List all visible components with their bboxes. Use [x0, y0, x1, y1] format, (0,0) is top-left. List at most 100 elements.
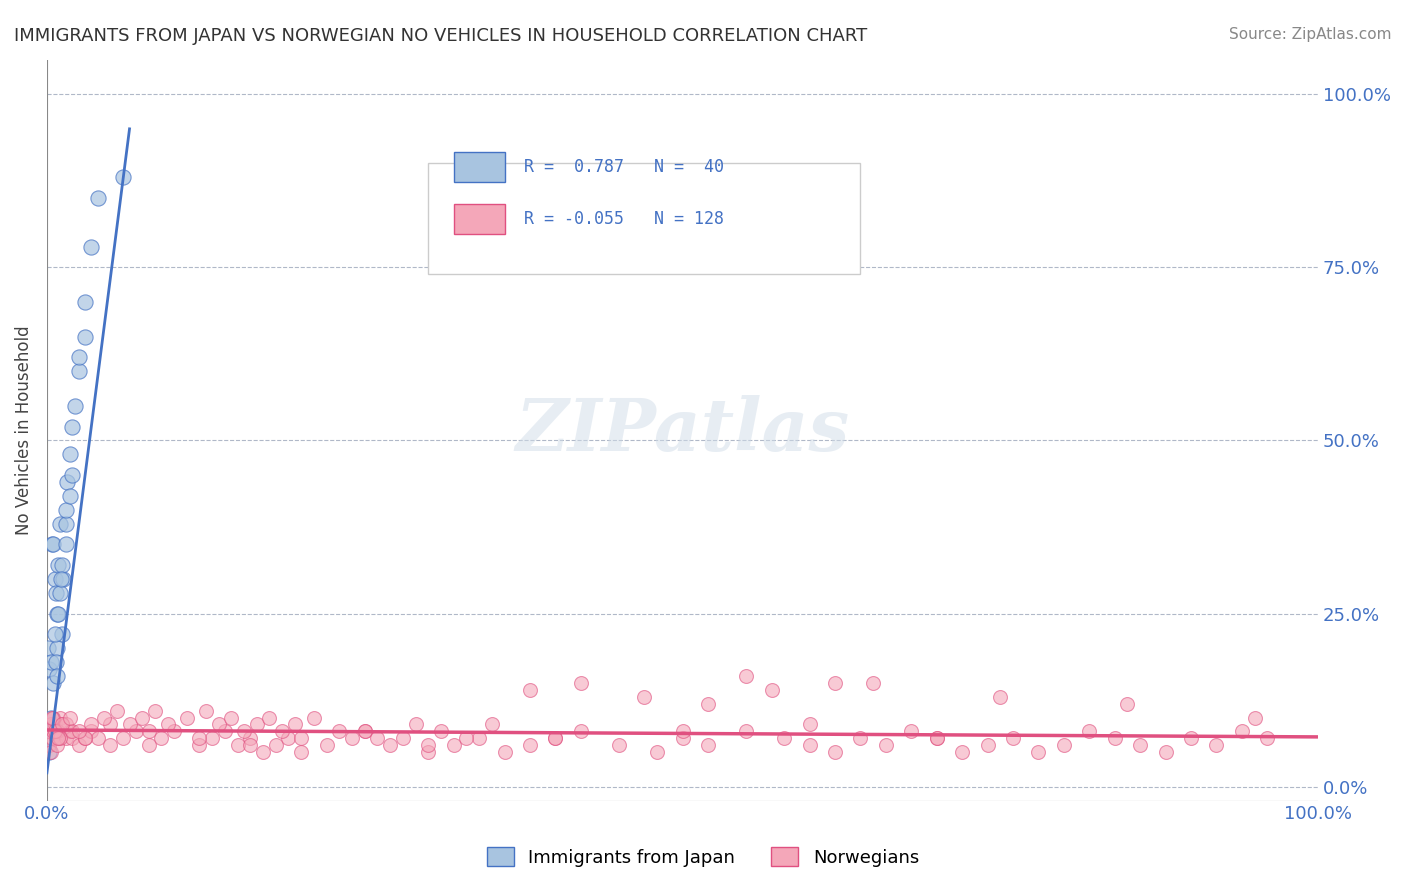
Point [60, 724, 83, 739]
Point [87, 731, 110, 746]
Point [468, 731, 491, 746]
Point [60, 468, 83, 483]
Point [1078, 724, 1101, 739]
Point [271, 724, 294, 739]
Point [67, 724, 90, 739]
Point [59, 447, 82, 461]
Point [456, 731, 478, 746]
Point [46, 738, 69, 752]
Point [112, 170, 135, 185]
Point [59, 724, 82, 739]
Point [60, 731, 83, 746]
Point [671, 724, 693, 739]
Point [44, 572, 66, 586]
Point [39, 655, 62, 669]
Point [645, 745, 668, 759]
Point [48, 710, 70, 724]
Point [226, 738, 249, 752]
Point [277, 731, 299, 746]
Point [51, 558, 73, 573]
Point [46, 731, 69, 746]
Point [118, 717, 141, 731]
Point [925, 731, 948, 746]
Point [56, 475, 79, 489]
Point [46, 558, 69, 573]
Point [73, 329, 96, 343]
Point [799, 717, 821, 731]
Point [163, 724, 186, 739]
Point [544, 731, 567, 746]
Point [239, 731, 262, 746]
Point [418, 738, 440, 752]
Point [290, 731, 312, 746]
Point [44, 724, 66, 739]
Legend: Immigrants from Japan, Norwegians: Immigrants from Japan, Norwegians [479, 840, 927, 874]
Point [569, 676, 592, 690]
Text: ZIPatlas: ZIPatlas [516, 394, 849, 466]
Point [607, 738, 630, 752]
Point [51, 717, 73, 731]
Point [73, 731, 96, 746]
Point [284, 717, 307, 731]
Point [900, 724, 922, 739]
Point [201, 731, 224, 746]
Point [44, 627, 66, 641]
Point [59, 489, 82, 503]
Point [42, 724, 65, 739]
Point [67, 351, 90, 365]
Point [80, 724, 103, 739]
Point [39, 717, 62, 731]
Point [48, 516, 70, 531]
Point [80, 239, 103, 253]
Text: Source: ZipAtlas.com: Source: ZipAtlas.com [1229, 27, 1392, 42]
Point [1104, 731, 1126, 746]
Point [60, 419, 83, 434]
Point [697, 697, 720, 711]
Point [138, 738, 160, 752]
Point [252, 745, 274, 759]
Point [773, 731, 796, 746]
Point [418, 745, 440, 759]
Point [39, 710, 62, 724]
Point [37, 724, 59, 739]
Point [41, 537, 63, 551]
Point [824, 676, 846, 690]
Point [73, 295, 96, 310]
Point [259, 710, 281, 724]
Point [87, 191, 110, 205]
Point [1002, 731, 1025, 746]
Point [925, 731, 948, 746]
Point [51, 627, 73, 641]
Point [45, 731, 67, 746]
Text: R =  0.787   N =  40: R = 0.787 N = 40 [523, 158, 724, 176]
Point [41, 710, 63, 724]
Point [143, 704, 166, 718]
Point [176, 710, 198, 724]
Bar [454, 153, 505, 182]
Point [353, 724, 375, 739]
Point [194, 704, 217, 718]
Point [46, 669, 69, 683]
Point [671, 731, 693, 746]
Point [46, 724, 69, 739]
Point [131, 710, 153, 724]
Point [988, 690, 1011, 704]
Point [246, 717, 269, 731]
Point [55, 502, 77, 516]
Point [45, 586, 67, 600]
Point [328, 724, 350, 739]
Point [38, 662, 60, 676]
Point [761, 682, 783, 697]
Point [48, 586, 70, 600]
Point [633, 690, 655, 704]
Point [38, 738, 60, 752]
Point [214, 724, 236, 739]
Y-axis label: No Vehicles in Household: No Vehicles in Household [15, 326, 32, 535]
Point [55, 537, 77, 551]
Point [232, 724, 254, 739]
Point [188, 731, 211, 746]
Point [494, 745, 516, 759]
Point [49, 572, 72, 586]
Point [150, 731, 173, 746]
Point [481, 717, 503, 731]
